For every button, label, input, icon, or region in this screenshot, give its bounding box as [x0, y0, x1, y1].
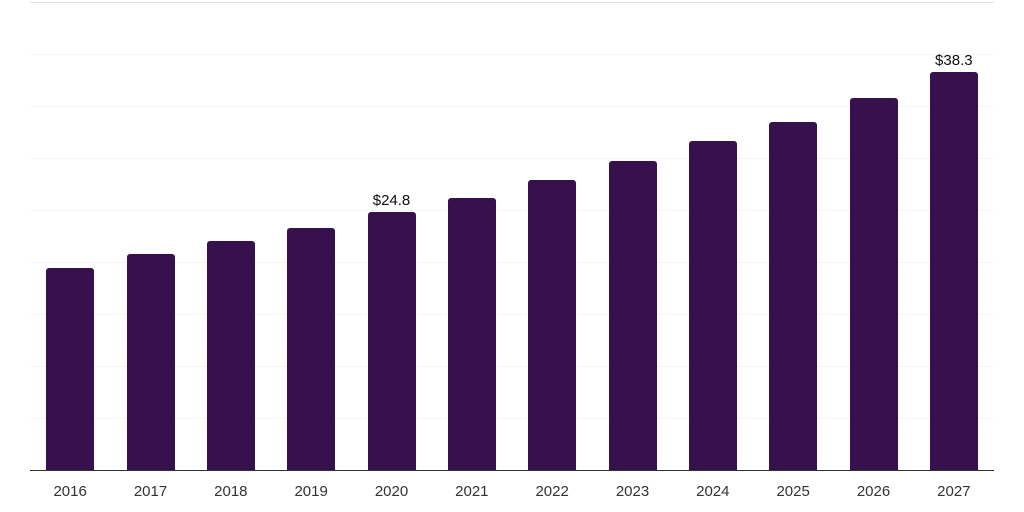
gridline — [30, 106, 994, 107]
value-label-2027: $38.3 — [935, 51, 973, 69]
x-tick-2021: 2021 — [455, 483, 489, 500]
bar-2025[interactable] — [769, 121, 818, 470]
value-label-2020: $24.8 — [372, 192, 411, 210]
x-axis: 2016 2017 2018 2019 2020 2021 2022 2023 2024 2025… — [30, 470, 994, 512]
bar-2027[interactable] — [929, 71, 978, 470]
bar-2017[interactable] — [126, 253, 175, 470]
x-tick-2016: 2016 — [53, 483, 87, 500]
gridline — [30, 366, 994, 367]
gridline — [30, 54, 994, 55]
x-tick-2024: 2024 — [696, 483, 730, 500]
x-tick-2027: 2027 — [937, 483, 971, 500]
x-tick-2019: 2019 — [294, 483, 328, 500]
bar-2020[interactable] — [367, 212, 416, 470]
x-tick-2023: 2023 — [615, 483, 650, 500]
x-tick-2018: 2018 — [214, 483, 248, 500]
bar-2024[interactable] — [688, 141, 737, 470]
x-tick-2020: 2020 — [374, 483, 409, 500]
bar-2019[interactable] — [287, 227, 336, 470]
bar-2023[interactable] — [608, 161, 657, 470]
gridline — [30, 418, 994, 419]
bar-2018[interactable] — [206, 241, 255, 470]
gridline — [30, 210, 994, 211]
gridline — [30, 2, 994, 3]
bar-2026[interactable] — [849, 97, 898, 470]
x-tick-2017: 2017 — [133, 483, 168, 500]
x-tick-2026: 2026 — [856, 483, 891, 500]
bar-2021[interactable] — [447, 197, 496, 470]
gridline — [30, 314, 994, 315]
x-tick-2022: 2022 — [535, 483, 569, 500]
bar-2022[interactable] — [528, 179, 577, 470]
gridline — [30, 262, 994, 263]
gridline — [30, 158, 994, 159]
plot-area: $24.8 $38.3 — [30, 2, 994, 471]
x-tick-2025: 2025 — [776, 483, 810, 500]
bar-2016[interactable] — [46, 268, 95, 470]
